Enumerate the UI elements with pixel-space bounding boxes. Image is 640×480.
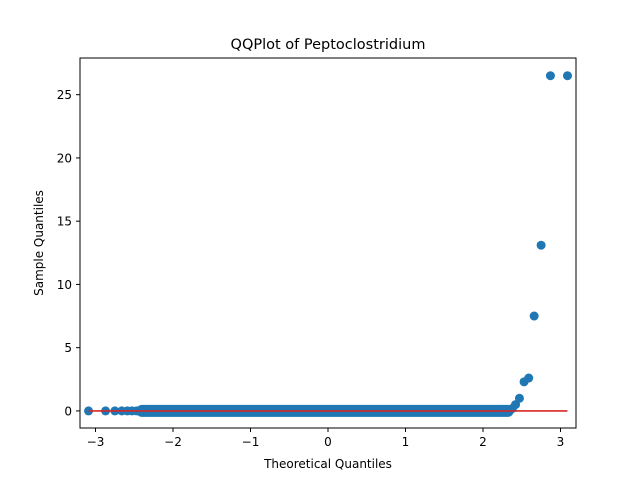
y-tick-label: 20 [57, 151, 72, 165]
chart-title: QQPlot of Peptoclostridium [231, 37, 426, 53]
y-axis: 0 5 10 15 20 25 [57, 88, 80, 418]
y-axis-label: Sample Quantiles [32, 190, 46, 296]
x-tick-label: −3 [87, 435, 105, 449]
x-tick-label: −2 [164, 435, 182, 449]
x-axis: −3 −2 −1 0 1 2 3 [87, 428, 565, 449]
data-point [536, 240, 546, 250]
y-tick-label: 0 [64, 404, 72, 418]
x-tick-label: 3 [557, 435, 565, 449]
x-tick-label: 2 [479, 435, 487, 449]
y-tick-label: 15 [57, 215, 72, 229]
y-tick-label: 5 [64, 341, 72, 355]
x-tick-label: −1 [242, 435, 260, 449]
x-tick-label: 1 [402, 435, 410, 449]
y-tick-label: 25 [57, 88, 72, 102]
data-point [524, 373, 534, 383]
x-axis-label: Theoretical Quantiles [263, 457, 392, 471]
data-point [514, 393, 524, 403]
data-point [545, 71, 555, 81]
y-tick-label: 10 [57, 278, 72, 292]
x-tick-label: 0 [324, 435, 332, 449]
data-point [562, 71, 572, 81]
plot-content [84, 71, 572, 417]
data-point [529, 311, 539, 321]
